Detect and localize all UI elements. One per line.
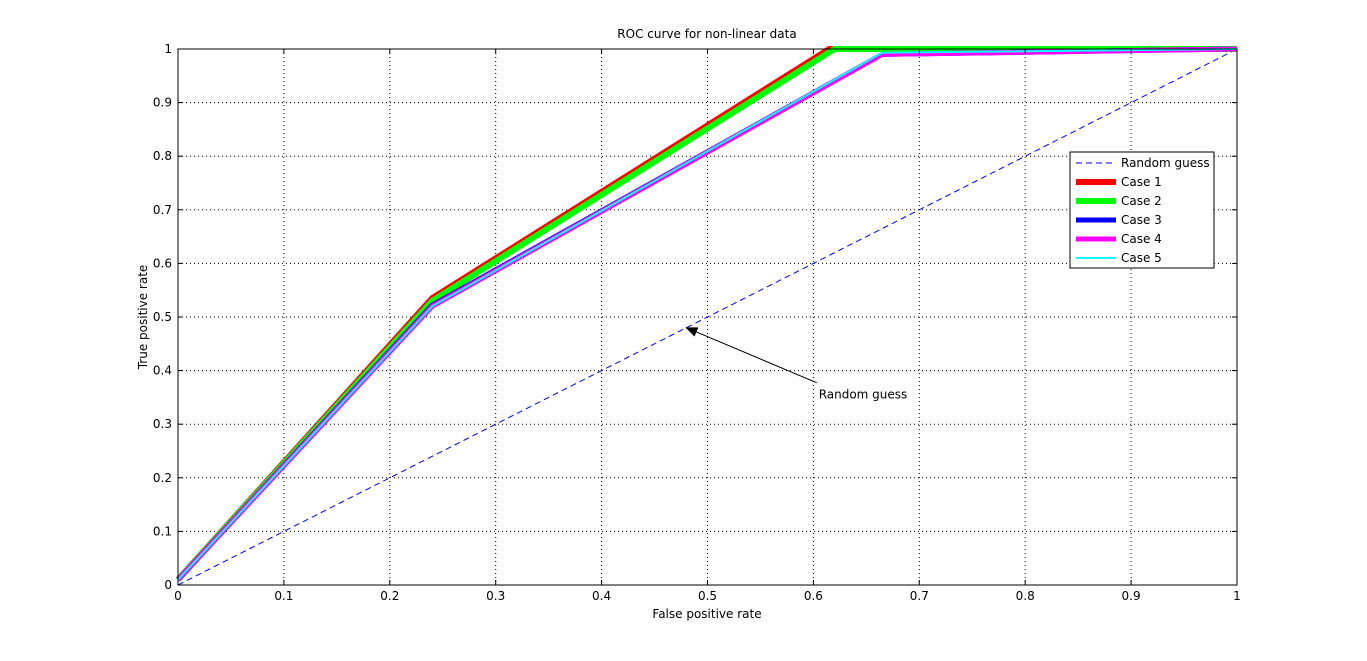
x-tick-label: 0 bbox=[174, 589, 182, 603]
y-axis-title: True positive rate bbox=[136, 265, 150, 371]
x-tick-label: 0.2 bbox=[380, 589, 399, 603]
y-tick-label: 0.2 bbox=[153, 471, 172, 485]
legend-label: Case 5 bbox=[1121, 251, 1162, 265]
y-tick-label: 0.4 bbox=[153, 364, 172, 378]
y-tick-label: 0.1 bbox=[153, 524, 172, 538]
legend-label: Case 2 bbox=[1121, 194, 1162, 208]
chart-title: ROC curve for non-linear data bbox=[617, 27, 796, 41]
legend-label: Case 4 bbox=[1121, 232, 1162, 246]
y-tick-label: 0.7 bbox=[153, 203, 172, 217]
x-tick-label: 0.3 bbox=[486, 589, 505, 603]
y-tick-label: 0.3 bbox=[153, 417, 172, 431]
legend-label: Case 3 bbox=[1121, 213, 1162, 227]
x-tick-label: 0.7 bbox=[910, 589, 929, 603]
y-tick-label: 0.5 bbox=[153, 310, 172, 324]
x-tick-label: 0.9 bbox=[1122, 589, 1141, 603]
series-line-random-guess bbox=[177, 48, 1238, 586]
annotation: Random guess bbox=[685, 327, 908, 402]
series-line-case-5 bbox=[177, 48, 1238, 581]
y-tick-label: 1 bbox=[164, 42, 172, 56]
y-tick-label: 0.8 bbox=[153, 149, 172, 163]
x-axis-title: False positive rate bbox=[652, 607, 761, 621]
y-tick-label: 0.9 bbox=[153, 96, 172, 110]
x-tick-label: 0.8 bbox=[1016, 589, 1035, 603]
x-tick-label: 0.5 bbox=[698, 589, 717, 603]
annotation-label: Random guess bbox=[819, 388, 908, 402]
x-tick-label: 0.1 bbox=[274, 589, 293, 603]
legend-box bbox=[1069, 151, 1215, 269]
x-tick-label: 0.4 bbox=[592, 589, 611, 603]
axis-ticks: 0 0.1 0.2 0.3 0.4 0.5 0.6 0.7 0.8 0.9 1 0 0.1 0.2 0.3 0… bbox=[153, 42, 1241, 603]
y-tick-label: 0 bbox=[164, 578, 172, 592]
legend-label: Case 1 bbox=[1121, 175, 1162, 189]
annotation-arrow bbox=[685, 327, 817, 384]
x-tick-label: 1 bbox=[1233, 589, 1241, 603]
x-tick-label: 0.6 bbox=[804, 589, 823, 603]
y-tick-label: 0.6 bbox=[153, 256, 172, 270]
legend: Random guess Case 1 Case 2 Case 3 Case 4 Case… bbox=[1069, 151, 1215, 269]
legend-label: Random guess bbox=[1121, 156, 1210, 170]
